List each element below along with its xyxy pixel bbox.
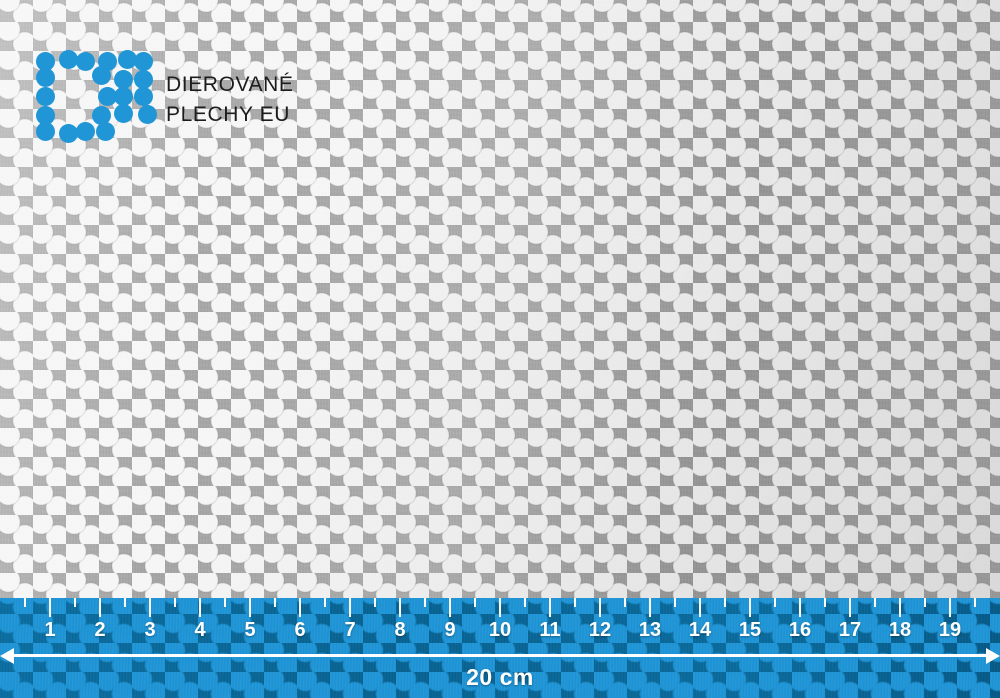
logo-dot	[92, 106, 111, 125]
arrow-head-left-icon	[0, 648, 14, 664]
ruler-number: 3	[144, 619, 156, 641]
ruler-tick-minor	[74, 598, 76, 607]
ruler-tick-major	[199, 598, 201, 617]
ruler-number: 2	[94, 619, 106, 641]
logo-dot	[36, 106, 55, 125]
logo-dot	[134, 70, 153, 89]
brand-logo: DIEROVANÉ PLECHY EU	[34, 50, 334, 143]
ruler-tick-minor	[624, 598, 626, 607]
dp-dot-monogram-icon	[34, 50, 164, 143]
ruler-number: 11	[539, 619, 561, 641]
scale-ruler: 1 2 3 4 5 6 7 8 9 10 11 12 13 14 15 16 17 18 19 20 cm	[0, 598, 1000, 698]
ruler-number: 16	[788, 619, 812, 641]
ruler-tick-major	[549, 598, 551, 617]
ruler-tick-major	[499, 598, 501, 617]
ruler-tick-major	[849, 598, 851, 617]
brand-wordmark: DIEROVANÉ PLECHY EU	[166, 70, 341, 130]
ruler-tick-major	[899, 598, 901, 617]
ruler-number: 8	[394, 619, 406, 641]
ruler-tick-major	[399, 598, 401, 617]
ruler-tick-major	[699, 598, 701, 617]
logo-dot	[59, 124, 78, 143]
logo-dot	[36, 52, 55, 71]
logo-dot	[114, 70, 133, 89]
arrow-head-right-icon	[986, 648, 1000, 664]
ruler-number: 5	[244, 619, 256, 641]
ruler-tick-minor	[874, 598, 876, 607]
ruler-tick-major	[749, 598, 751, 617]
ruler-tick-minor	[124, 598, 126, 607]
ruler-number: 6	[294, 619, 306, 641]
ruler-tick-minor	[974, 598, 976, 607]
ruler-tick-minor	[424, 598, 426, 607]
logo-dot	[114, 104, 133, 123]
ruler-number: 9	[444, 619, 456, 641]
ruler-tick-minor	[274, 598, 276, 607]
ruler-number: 18	[888, 619, 912, 641]
arrow-line	[8, 654, 992, 657]
ruler-tick-major	[599, 598, 601, 617]
ruler-number: 12	[588, 619, 612, 641]
ruler-tick-minor	[924, 598, 926, 607]
ruler-tick-major	[649, 598, 651, 617]
ruler-number: 10	[488, 619, 512, 641]
logo-dot	[134, 87, 153, 106]
ruler-tick-minor	[374, 598, 376, 607]
ruler-number: 14	[688, 619, 712, 641]
measurement-arrow	[0, 648, 1000, 668]
logo-dot	[134, 52, 153, 71]
ruler-number: 1	[44, 619, 56, 641]
ruler-tick-minor	[324, 598, 326, 607]
logo-dot	[59, 50, 78, 69]
ruler-tick-major	[299, 598, 301, 617]
ruler-number: 13	[638, 619, 662, 641]
logo-dot	[36, 122, 55, 141]
ruler-tick-minor	[24, 598, 26, 607]
logo-dot	[36, 87, 55, 106]
ruler-tick-major	[799, 598, 801, 617]
ruler-tick-minor	[474, 598, 476, 607]
logo-dot	[98, 87, 117, 106]
ruler-tick-minor	[724, 598, 726, 607]
logo-dot	[98, 52, 117, 71]
logo-dot	[138, 105, 157, 124]
ruler-tick-minor	[524, 598, 526, 607]
ruler-tick-minor	[224, 598, 226, 607]
ruler-tick-minor	[824, 598, 826, 607]
ruler-tick-minor	[674, 598, 676, 607]
ruler-tick-minor	[174, 598, 176, 607]
brand-line-2: PLECHY EU	[166, 103, 291, 126]
ruler-tick-major	[99, 598, 101, 617]
ruler-tick-major	[49, 598, 51, 617]
ruler-tick-major	[349, 598, 351, 617]
logo-dot	[76, 52, 95, 71]
logo-dot	[76, 122, 95, 141]
logo-dot	[96, 122, 115, 141]
ruler-tick-major	[449, 598, 451, 617]
ruler-number: 4	[194, 619, 206, 641]
ruler-number: 7	[344, 619, 356, 641]
ruler-number: 19	[938, 619, 962, 641]
brand-line-1: DIEROVANÉ	[166, 73, 294, 96]
ruler-number: 15	[738, 619, 762, 641]
ruler-number: 17	[838, 619, 862, 641]
ruler-total-label: 20 cm	[466, 664, 534, 690]
ruler-tick-minor	[574, 598, 576, 607]
ruler-tick-major	[249, 598, 251, 617]
logo-dot	[36, 68, 55, 87]
logo-dot	[118, 50, 137, 69]
ruler-tick-major	[149, 598, 151, 617]
logo-dot	[114, 87, 133, 106]
ruler-tick-major	[949, 598, 951, 617]
ruler-tick-minor	[774, 598, 776, 607]
